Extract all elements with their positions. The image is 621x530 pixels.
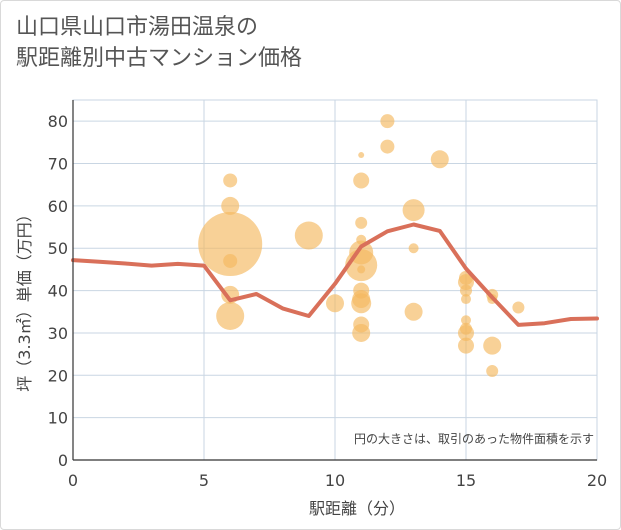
bubble-point — [512, 301, 525, 314]
x-tick-label: 20 — [587, 471, 607, 490]
bubble-point — [294, 221, 323, 250]
size-annotation: 円の大きさは、取引のあった物件面積を示す — [354, 431, 594, 446]
bubble-point — [460, 284, 472, 297]
average-line-series — [71, 222, 599, 327]
chart-title-line-2: 駅距離別中古マンション価格 — [16, 46, 303, 71]
chart-title: 山口県山口市湯田温泉の 駅距離別中古マンション価格 — [16, 12, 302, 74]
bubble-point — [352, 323, 371, 342]
bubble-point — [351, 293, 372, 314]
bubble-point — [402, 199, 425, 222]
x-tick-label: 15 — [456, 471, 476, 490]
axes: 0 10 20 30 40 50 60 70 80 0 5 10 15 20 — [48, 100, 607, 490]
x-tick-label: 5 — [199, 471, 209, 490]
bubble-point — [221, 196, 240, 215]
chart-title-line-1: 山口県山口市湯田温泉の — [16, 15, 259, 40]
bubble-point — [486, 365, 499, 378]
y-tick-label: 10 — [48, 409, 68, 428]
y-tick-label: 40 — [48, 282, 68, 301]
bubble-point — [461, 315, 471, 326]
y-tick-label: 30 — [48, 324, 68, 343]
bubble-point — [430, 150, 449, 169]
bubble-point — [461, 294, 471, 305]
bubble-point — [408, 243, 419, 254]
bubble-point — [355, 216, 368, 229]
bubble-point — [380, 139, 395, 154]
y-tick-label: 60 — [48, 197, 68, 216]
bubble-point — [458, 324, 474, 341]
bubble-point — [357, 265, 366, 274]
grid-lines — [72, 99, 598, 461]
bubble-point — [458, 337, 474, 354]
y-tick-label: 80 — [48, 112, 68, 131]
average-price-line — [71, 222, 599, 327]
bubble-point — [483, 336, 502, 355]
x-axis-label: 駅距離（分） — [309, 499, 405, 518]
bubble-point — [216, 302, 245, 330]
x-tick-label: 10 — [325, 471, 345, 490]
bubble-point — [380, 114, 395, 129]
bubble-point — [223, 173, 238, 188]
y-tick-label: 50 — [48, 239, 68, 258]
y-axis-label: 坪（3.3㎡）単価（万円） — [15, 206, 34, 391]
bubble-point — [198, 212, 263, 276]
x-tick-label: 0 — [68, 471, 78, 490]
bubble-point — [223, 253, 238, 268]
y-tick-label: 70 — [48, 155, 68, 174]
bubble-point — [404, 302, 423, 321]
bubble-point — [326, 294, 344, 313]
bubble-point — [353, 172, 370, 189]
y-tick-label: 20 — [48, 366, 68, 385]
y-tick-label: 0 — [58, 451, 68, 470]
bubble-point — [358, 152, 365, 159]
